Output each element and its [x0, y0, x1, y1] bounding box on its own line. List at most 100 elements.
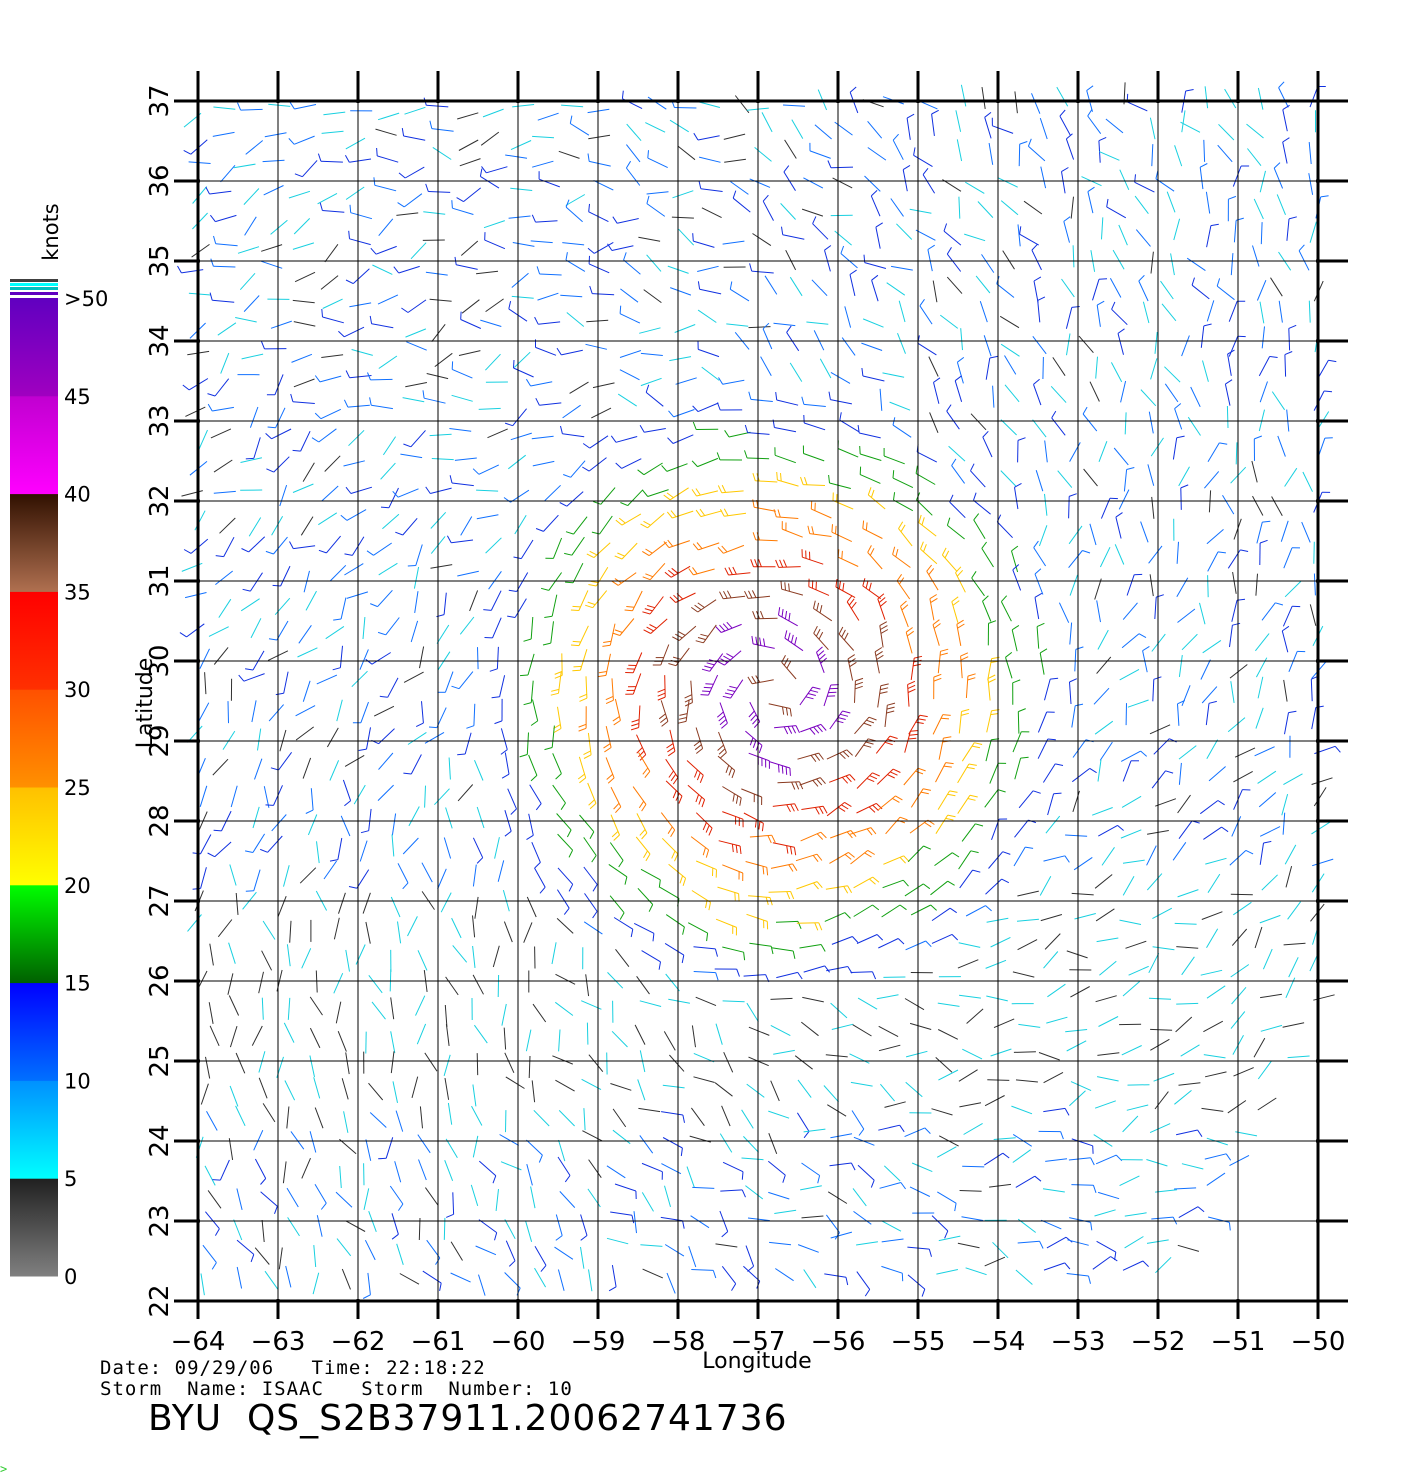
wind-barb-feather: [630, 929, 634, 938]
wind-barb-feather: [892, 768, 901, 773]
wind-barb: [579, 649, 588, 671]
wind-barb-feather: [956, 569, 964, 577]
wind-barb: [471, 1105, 483, 1126]
wind-barb: [390, 1031, 396, 1054]
wind-barb: [532, 699, 539, 722]
wind-barb: [904, 1127, 925, 1138]
wind-barb-feather: [274, 1206, 278, 1214]
wind-barb-feather: [875, 650, 883, 657]
wind-barb-feather: [1002, 1152, 1010, 1159]
wind-barb-feather: [684, 698, 693, 703]
wind-barb-feather: [446, 1213, 454, 1218]
wind-barb-feather: [428, 726, 437, 729]
wind-barb-feather: [407, 565, 416, 567]
wind-barb: [252, 806, 260, 829]
wind-barb: [1004, 355, 1017, 375]
wind-barb-feather: [879, 691, 888, 694]
wind-barb: [1093, 687, 1110, 705]
wind-barb-feather: [1221, 826, 1229, 833]
wind-barb: [535, 346, 557, 356]
wind-barb: [1257, 770, 1277, 784]
wind-barb: [504, 752, 510, 775]
wind-barb-feather: [624, 609, 633, 612]
wind-barb: [809, 150, 831, 159]
wind-barb: [791, 119, 804, 139]
wind-barb-feather: [945, 817, 954, 821]
wind-barb: [351, 670, 368, 688]
wind-barb-feather: [807, 525, 811, 534]
wind-barb-feather: [734, 892, 736, 901]
wind-barb: [307, 814, 318, 836]
wind-barb: [1050, 385, 1067, 403]
wind-barb: [1015, 1079, 1038, 1083]
wind-barb-feather: [589, 285, 593, 294]
wind-barb-feather: [947, 814, 956, 818]
colorbar-band: [10, 689, 58, 788]
wind-barb: [1017, 224, 1021, 247]
wind-barb: [830, 1231, 853, 1239]
wind-barb-feather: [688, 568, 694, 576]
wind-barb-feather: [401, 307, 409, 313]
wind-barb-feather: [813, 726, 820, 734]
wind-barb-feather: [716, 711, 724, 718]
wind-barb: [1096, 1240, 1117, 1253]
wind-barb: [1164, 383, 1179, 403]
wind-barb: [403, 193, 423, 208]
wind-barb-feather: [942, 714, 951, 716]
wind-barb: [514, 598, 527, 618]
wind-barb: [965, 181, 985, 194]
wind-barb: [587, 782, 597, 804]
wind-barb: [377, 589, 393, 607]
wind-barb: [538, 321, 561, 325]
wind-barb: [402, 517, 418, 536]
wind-barb-feather: [776, 471, 778, 481]
wind-barb-feather: [886, 710, 895, 714]
wind-barb-feather: [956, 619, 964, 625]
wind-barb: [588, 211, 609, 223]
wind-barb-feather: [1025, 846, 1034, 849]
wind-barb: [638, 752, 651, 772]
wind-barb-feather: [523, 638, 532, 642]
wind-barb-feather: [780, 581, 783, 590]
wind-barb: [862, 528, 883, 539]
wind-barb-feather: [783, 559, 788, 568]
wind-barb: [425, 271, 448, 276]
wind-barb-feather: [319, 202, 323, 211]
date-time-line: Date: 09/29/06 Time: 22:18:22: [100, 1357, 486, 1379]
wind-barb: [931, 933, 953, 944]
wind-barb-feather: [951, 596, 959, 602]
wind-barb: [199, 785, 208, 807]
wind-barb: [539, 273, 562, 276]
wind-barb-feather: [949, 790, 958, 793]
wind-barb-feather: [814, 807, 820, 815]
wind-barb: [1178, 1082, 1201, 1086]
wind-barb-feather: [345, 370, 351, 378]
wind-barb: [1203, 1020, 1224, 1033]
colorbar-band: [10, 493, 58, 592]
wind-barb: [1028, 145, 1046, 162]
wind-barb: [669, 1054, 685, 1072]
wind-barb: [534, 1246, 547, 1266]
wind-barb: [1044, 678, 1051, 701]
wind-barb: [973, 519, 986, 540]
wind-barb: [1016, 918, 1039, 922]
wind-barb-feather: [715, 972, 719, 981]
wind-barb-feather: [288, 138, 295, 145]
wind-barb-feather: [816, 602, 820, 611]
wind-barb-feather: [670, 774, 677, 782]
wind-barb: [1284, 712, 1289, 735]
wind-barb: [928, 356, 939, 377]
wind-barb: [1206, 529, 1224, 545]
wind-barb: [1280, 520, 1289, 542]
wind-barb: [992, 125, 1014, 134]
wind-barb: [796, 922, 819, 924]
wind-barb: [723, 1051, 734, 1073]
wind-barb: [460, 516, 473, 536]
wind-barb-feather: [843, 886, 849, 894]
wind-barb-feather: [553, 728, 562, 733]
wind-barb-feather: [617, 552, 625, 557]
wind-barb: [867, 494, 886, 510]
wind-barb: [362, 892, 371, 914]
wind-barb: [1205, 703, 1210, 726]
wind-barb: [620, 288, 639, 303]
